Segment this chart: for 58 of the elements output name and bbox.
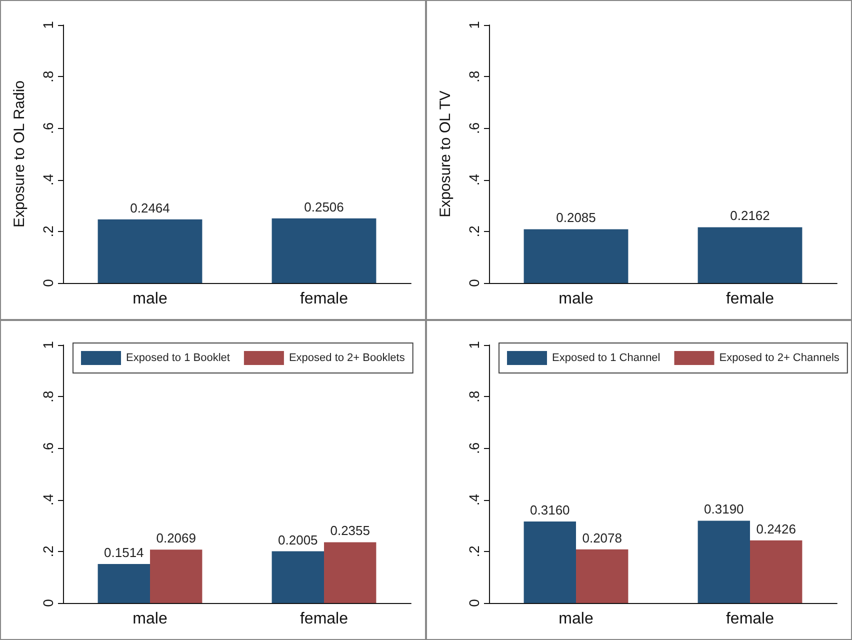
legend-label: Exposed to 1 Channel <box>552 352 660 364</box>
data-label: 0.3190 <box>704 502 744 517</box>
bar <box>324 542 376 603</box>
data-label: 0.1514 <box>104 544 144 560</box>
data-label: 0.2078 <box>582 530 622 546</box>
data-label: 0.2355 <box>330 523 370 538</box>
y-tick-label: .8 <box>40 70 56 82</box>
bar <box>576 549 628 603</box>
y-tick-label: .6 <box>40 442 56 454</box>
y-tick-label: .2 <box>40 545 56 558</box>
y-tick-label: .8 <box>466 70 482 82</box>
x-tick-label: female <box>726 290 774 308</box>
x-tick-label: female <box>300 610 348 628</box>
data-label: 0.2506 <box>304 199 344 214</box>
bar <box>272 551 324 603</box>
bar <box>524 521 576 603</box>
y-axis-title: Exposure to OL Radio <box>11 80 28 228</box>
bar <box>750 540 802 603</box>
data-label: 0.3160 <box>530 502 570 518</box>
y-tick-label: .8 <box>466 390 482 402</box>
y-tick-label: .4 <box>40 174 56 186</box>
y-tick-label: .6 <box>466 442 482 454</box>
data-label: 0.2162 <box>730 208 770 224</box>
data-label: 0.2005 <box>278 532 318 548</box>
legend-label: Exposed to 2+ Channels <box>719 352 840 364</box>
y-tick-label: .2 <box>466 545 482 558</box>
y-tick-label: .4 <box>466 494 482 506</box>
x-tick-label: male <box>132 290 168 308</box>
y-axis-title: Exposure to OL TV <box>437 90 454 218</box>
y-tick-label: 0 <box>40 598 56 607</box>
x-tick-label: female <box>300 290 348 308</box>
x-tick-label: male <box>558 610 594 628</box>
y-tick-label: .6 <box>466 122 482 134</box>
x-tick-label: female <box>726 610 774 628</box>
bar <box>150 550 202 603</box>
y-tick-label: .2 <box>40 225 56 238</box>
data-label: 0.2464 <box>130 200 170 216</box>
y-tick-label: 1 <box>40 340 56 349</box>
y-tick-label: 0 <box>40 278 56 287</box>
legend-label: Exposed to 2+ Booklets <box>288 352 406 364</box>
y-tick-label: 0 <box>466 598 482 607</box>
data-label: 0.2069 <box>156 530 196 546</box>
y-tick-label: .6 <box>40 122 56 134</box>
y-tick-label: .4 <box>466 174 482 186</box>
legend-label: Exposed to 1 Booklet <box>126 352 230 364</box>
bar <box>698 520 750 603</box>
y-tick-label: .8 <box>40 390 56 402</box>
y-tick-label: .2 <box>466 225 482 238</box>
y-tick-label: 0 <box>466 278 482 287</box>
y-tick-label: 1 <box>40 20 56 29</box>
y-tick-label: 1 <box>466 20 482 29</box>
data-label: 0.2085 <box>556 210 596 226</box>
bar <box>98 564 150 603</box>
x-tick-label: male <box>132 610 168 628</box>
y-tick-label: 1 <box>466 340 482 349</box>
y-tick-label: .4 <box>40 494 56 506</box>
data-label: 0.2426 <box>756 521 796 536</box>
x-tick-label: male <box>558 290 594 308</box>
